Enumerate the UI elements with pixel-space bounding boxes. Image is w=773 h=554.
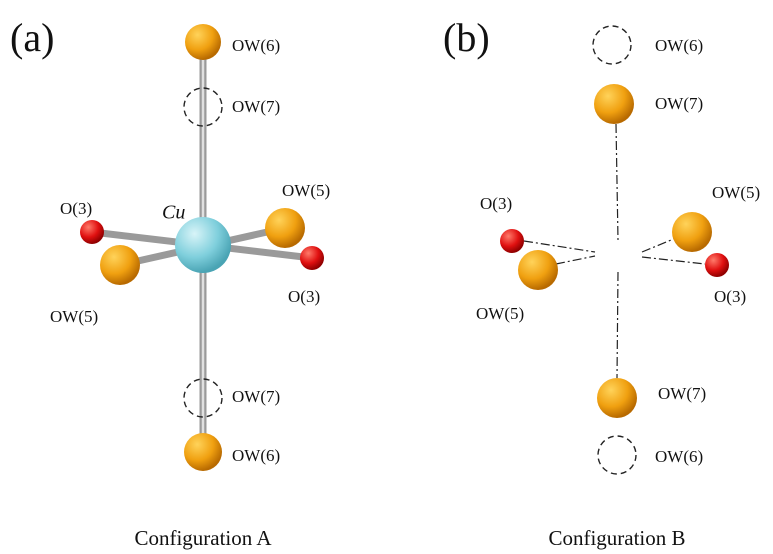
center-label: Cu	[162, 202, 185, 224]
atom-label: OW(7)	[232, 387, 280, 406]
atom-label: O(3)	[480, 194, 512, 213]
atom-label: OW(6)	[232, 36, 280, 55]
panel-tag: (b)	[443, 15, 490, 60]
atom-label: OW(6)	[655, 447, 703, 466]
atom-label: OW(5)	[282, 181, 330, 200]
atom-label: OW(5)	[712, 183, 760, 202]
atom-label: OW(7)	[655, 94, 703, 113]
atom-label: OW(5)	[476, 304, 524, 323]
atom-label: O(3)	[60, 199, 92, 218]
atom-label: OW(6)	[655, 36, 703, 55]
caption: Configuration B	[548, 526, 685, 550]
figure: (a) Cu OW(6) OW(7) OW(5) O(3) O(3) OW(5)…	[0, 0, 773, 554]
atom-label: OW(5)	[50, 307, 98, 326]
panel-tag: (a)	[10, 15, 54, 60]
panel-a: (a) Cu OW(6) OW(7) OW(5) O(3) O(3) OW(5)…	[10, 15, 330, 550]
atom-label: O(3)	[288, 287, 320, 306]
atom-label: O(3)	[714, 287, 746, 306]
atom-label: OW(7)	[232, 97, 280, 116]
panel-b: (b) OW(6) OW(7) O(3) OW(5) OW(5) O(3) OW…	[443, 15, 760, 550]
atom-label: OW(7)	[658, 384, 706, 403]
caption: Configuration A	[134, 526, 272, 550]
atom-label: OW(6)	[232, 446, 280, 465]
